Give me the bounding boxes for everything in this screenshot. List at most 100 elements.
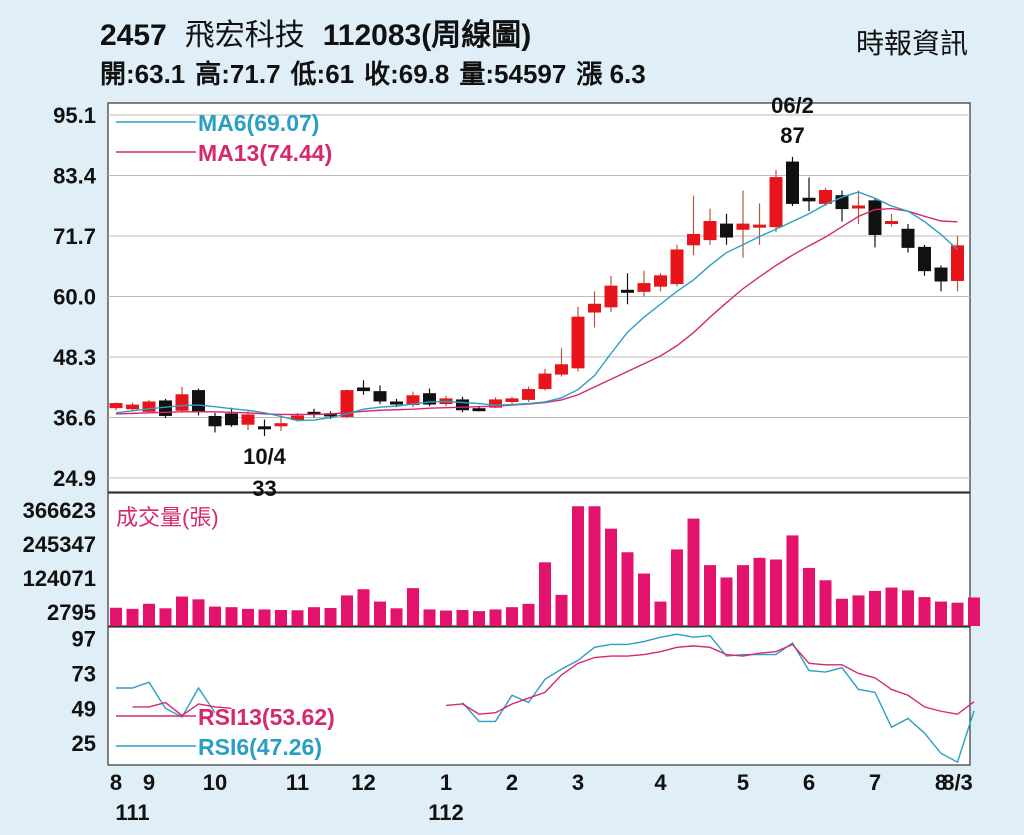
candle-body: [538, 373, 552, 390]
candle-body: [340, 390, 354, 417]
rsi-legend-label: RSI13(53.62): [198, 704, 335, 730]
candle-body: [654, 275, 667, 287]
candle-body: [489, 399, 502, 408]
volume-bar: [836, 598, 848, 626]
x-tick-label: 5: [737, 770, 749, 795]
volume-value: 量:54597: [459, 59, 567, 89]
volume-bar: [407, 588, 419, 626]
date-code: 112083(周線圖): [322, 19, 532, 52]
price-tick-label: 95.1: [53, 103, 96, 128]
candle-body: [918, 246, 931, 272]
candle-body: [852, 205, 865, 209]
high-annotation-value: 87: [780, 123, 804, 148]
x-tick-label: 12: [351, 770, 375, 795]
volume-bar: [737, 565, 749, 626]
candle-body: [472, 408, 486, 412]
rsi-tick-label: 97: [72, 627, 96, 652]
candle-body: [291, 415, 304, 421]
volume-bar: [489, 609, 502, 626]
candle-body: [786, 161, 799, 204]
volume-bar: [621, 552, 634, 626]
legend-label: MA6(69.07): [198, 110, 319, 136]
chart-title: 2457 飛宏科技 112083(周線圖): [100, 10, 549, 54]
candle-body: [373, 391, 387, 402]
ohlc-summary: 開:63.1 高:71.7 低:61 收:69.8 量:54597 漲 6.3: [100, 54, 656, 91]
volume-tick-label: 245347: [23, 532, 96, 557]
panel-frame: [107, 102, 971, 493]
volume-bar: [225, 607, 238, 626]
volume-bar: [258, 609, 271, 626]
volume-bar: [605, 528, 617, 626]
candle-body: [109, 403, 123, 409]
candle-body: [687, 233, 700, 246]
volume-bar: [918, 597, 931, 626]
candle-body: [505, 398, 519, 402]
volume-bar: [390, 608, 403, 626]
candle-body: [637, 283, 651, 292]
candle-body: [274, 423, 288, 427]
candle-body: [390, 401, 403, 405]
candle-body: [819, 189, 832, 204]
volume-bar: [819, 580, 832, 626]
volume-title: 成交量(張): [116, 505, 219, 530]
candle-body: [571, 316, 585, 369]
ma6-line: [115, 191, 958, 422]
volume-bar: [275, 609, 287, 626]
candle-body: [192, 390, 205, 412]
candle-body: [901, 228, 915, 248]
volume-bar: [291, 610, 304, 626]
year-label: 111: [115, 800, 149, 825]
volume-bar: [588, 506, 601, 626]
candle-body: [456, 399, 469, 411]
x-tick-label: 6: [803, 770, 815, 795]
volume-bar: [440, 610, 452, 626]
x-tick-label: 4: [654, 770, 667, 795]
high-value: 高:71.7: [195, 59, 281, 89]
candle-body: [357, 387, 370, 392]
rsi6-line: [461, 633, 975, 764]
volume-bar: [126, 608, 139, 626]
low-annotation-value: 33: [252, 476, 276, 501]
volume-tick-label: 124071: [23, 566, 96, 591]
candle-body: [588, 303, 601, 313]
candle-body: [126, 404, 139, 410]
volume-bar: [539, 562, 551, 626]
x-tick-label: 8: [110, 770, 122, 795]
volume-bar: [357, 589, 370, 626]
stock-name: 飛宏科技: [184, 19, 305, 52]
candle-body: [604, 285, 618, 308]
x-tick-label: 3: [572, 770, 584, 795]
candle-body: [225, 413, 238, 426]
x-tick-label: 2: [506, 770, 518, 795]
data-source: 時報資訊: [855, 28, 968, 59]
high-annotation-date: 06/2: [771, 93, 814, 118]
volume-bar: [456, 609, 469, 626]
volume-bar: [671, 549, 683, 626]
volume-bar: [803, 567, 815, 626]
rsi-tick-label: 25: [72, 731, 96, 756]
volume-bar: [935, 601, 947, 626]
volume-bar: [753, 557, 766, 626]
candle-body: [423, 393, 436, 405]
candle-body: [621, 289, 634, 293]
panel-frame: [107, 626, 971, 766]
year-label: 112: [428, 800, 464, 825]
volume-bar: [720, 577, 733, 626]
volume-bar: [638, 573, 650, 626]
price-tick-label: 36.6: [53, 406, 96, 431]
legend-label: MA13(74.44): [198, 140, 332, 166]
volume-bar: [423, 609, 436, 626]
candle-body: [241, 414, 255, 425]
change-value: 漲 6.3: [576, 59, 646, 89]
volume-bar: [869, 590, 881, 626]
volume-bar: [473, 611, 485, 626]
volume-bar: [192, 599, 205, 626]
volume-bar: [968, 597, 980, 626]
stock-code: 2457: [100, 19, 167, 52]
volume-bar: [374, 601, 386, 626]
rsi13-line: [445, 643, 975, 715]
rsi6-line: [116, 681, 216, 718]
price-tick-label: 71.7: [53, 224, 96, 249]
candle-body: [769, 177, 783, 228]
